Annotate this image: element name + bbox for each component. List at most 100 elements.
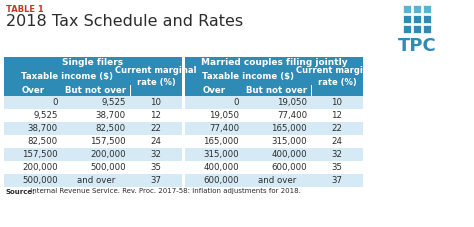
Text: 38,700: 38,700 <box>96 111 126 120</box>
Bar <box>130 68 131 85</box>
Bar <box>423 15 431 23</box>
Bar <box>4 161 182 174</box>
Bar <box>243 85 311 96</box>
Text: 19,050: 19,050 <box>277 98 307 107</box>
Text: 157,500: 157,500 <box>91 137 126 146</box>
Bar <box>130 85 131 96</box>
Text: Current marginal
rate (%): Current marginal rate (%) <box>296 67 378 86</box>
Text: 0: 0 <box>53 98 58 107</box>
Bar <box>311 85 312 96</box>
Text: 37: 37 <box>331 176 343 185</box>
Text: 200,000: 200,000 <box>91 150 126 159</box>
Text: 24: 24 <box>331 137 343 146</box>
Bar <box>182 68 185 85</box>
Text: 500,000: 500,000 <box>22 176 58 185</box>
Text: 35: 35 <box>151 163 162 172</box>
Bar <box>185 109 363 122</box>
Text: Current marginal
rate (%): Current marginal rate (%) <box>115 67 197 86</box>
Bar <box>311 85 363 96</box>
Bar <box>4 57 182 68</box>
Bar <box>182 174 185 187</box>
Text: 32: 32 <box>151 150 162 159</box>
Text: 32: 32 <box>331 150 343 159</box>
Text: Taxable income ($): Taxable income ($) <box>21 72 113 81</box>
Text: 10: 10 <box>331 98 343 107</box>
Text: Single filers: Single filers <box>63 58 124 67</box>
Text: 22: 22 <box>151 124 162 133</box>
Text: 157,500: 157,500 <box>22 150 58 159</box>
Text: and over: and over <box>258 176 296 185</box>
Bar <box>182 96 185 109</box>
Text: TPC: TPC <box>398 37 437 55</box>
Text: 82,500: 82,500 <box>28 137 58 146</box>
Bar <box>311 68 363 85</box>
Text: But not over: But not over <box>246 86 308 95</box>
Text: 600,000: 600,000 <box>272 163 307 172</box>
Text: 9,525: 9,525 <box>34 111 58 120</box>
Bar <box>423 5 431 13</box>
Text: Taxable income ($): Taxable income ($) <box>202 72 294 81</box>
Bar <box>4 85 62 96</box>
Text: 82,500: 82,500 <box>96 124 126 133</box>
Text: 24: 24 <box>151 137 162 146</box>
Bar <box>413 15 421 23</box>
Bar <box>182 148 185 161</box>
Bar <box>185 57 363 68</box>
Bar <box>185 174 363 187</box>
Bar <box>403 25 411 33</box>
Text: 22: 22 <box>331 124 343 133</box>
Bar <box>185 135 363 148</box>
Text: 9,525: 9,525 <box>101 98 126 107</box>
Bar <box>185 148 363 161</box>
Bar <box>4 68 130 85</box>
Bar <box>62 85 130 96</box>
Text: 500,000: 500,000 <box>91 163 126 172</box>
Text: 35: 35 <box>331 163 343 172</box>
Bar <box>185 85 243 96</box>
Bar <box>182 135 185 148</box>
Text: and over: and over <box>77 176 115 185</box>
Text: 165,000: 165,000 <box>272 124 307 133</box>
Bar <box>4 96 182 109</box>
Bar <box>185 122 363 135</box>
Text: 315,000: 315,000 <box>272 137 307 146</box>
Bar <box>130 85 182 96</box>
Text: 400,000: 400,000 <box>272 150 307 159</box>
Bar <box>4 122 182 135</box>
Bar <box>182 109 185 122</box>
Bar <box>4 135 182 148</box>
Text: 600,000: 600,000 <box>203 176 239 185</box>
Text: 200,000: 200,000 <box>22 163 58 172</box>
Bar <box>311 68 312 85</box>
Text: 315,000: 315,000 <box>203 150 239 159</box>
Text: 19,050: 19,050 <box>209 111 239 120</box>
Bar <box>130 68 182 85</box>
Text: 77,400: 77,400 <box>209 124 239 133</box>
Text: Over: Over <box>202 86 226 95</box>
Text: 12: 12 <box>151 111 162 120</box>
Bar <box>182 161 185 174</box>
Bar <box>413 5 421 13</box>
Text: Over: Over <box>21 86 45 95</box>
Text: 38,700: 38,700 <box>28 124 58 133</box>
Text: But not over: But not over <box>65 86 127 95</box>
Bar <box>4 109 182 122</box>
Text: 2018 Tax Schedule and Rates: 2018 Tax Schedule and Rates <box>6 14 243 29</box>
Text: Source:: Source: <box>6 188 36 195</box>
Bar <box>403 15 411 23</box>
Bar <box>413 25 421 33</box>
Bar <box>423 25 431 33</box>
Text: 37: 37 <box>151 176 162 185</box>
Bar <box>182 122 185 135</box>
Text: TABLE 1: TABLE 1 <box>6 5 44 14</box>
Text: 77,400: 77,400 <box>277 111 307 120</box>
Text: 0: 0 <box>234 98 239 107</box>
Text: 12: 12 <box>331 111 343 120</box>
Bar <box>185 68 311 85</box>
Text: Married couples filing jointly: Married couples filing jointly <box>201 58 347 67</box>
Bar <box>185 96 363 109</box>
Bar <box>4 174 182 187</box>
Bar <box>185 161 363 174</box>
Bar <box>182 85 185 96</box>
Text: 10: 10 <box>151 98 162 107</box>
